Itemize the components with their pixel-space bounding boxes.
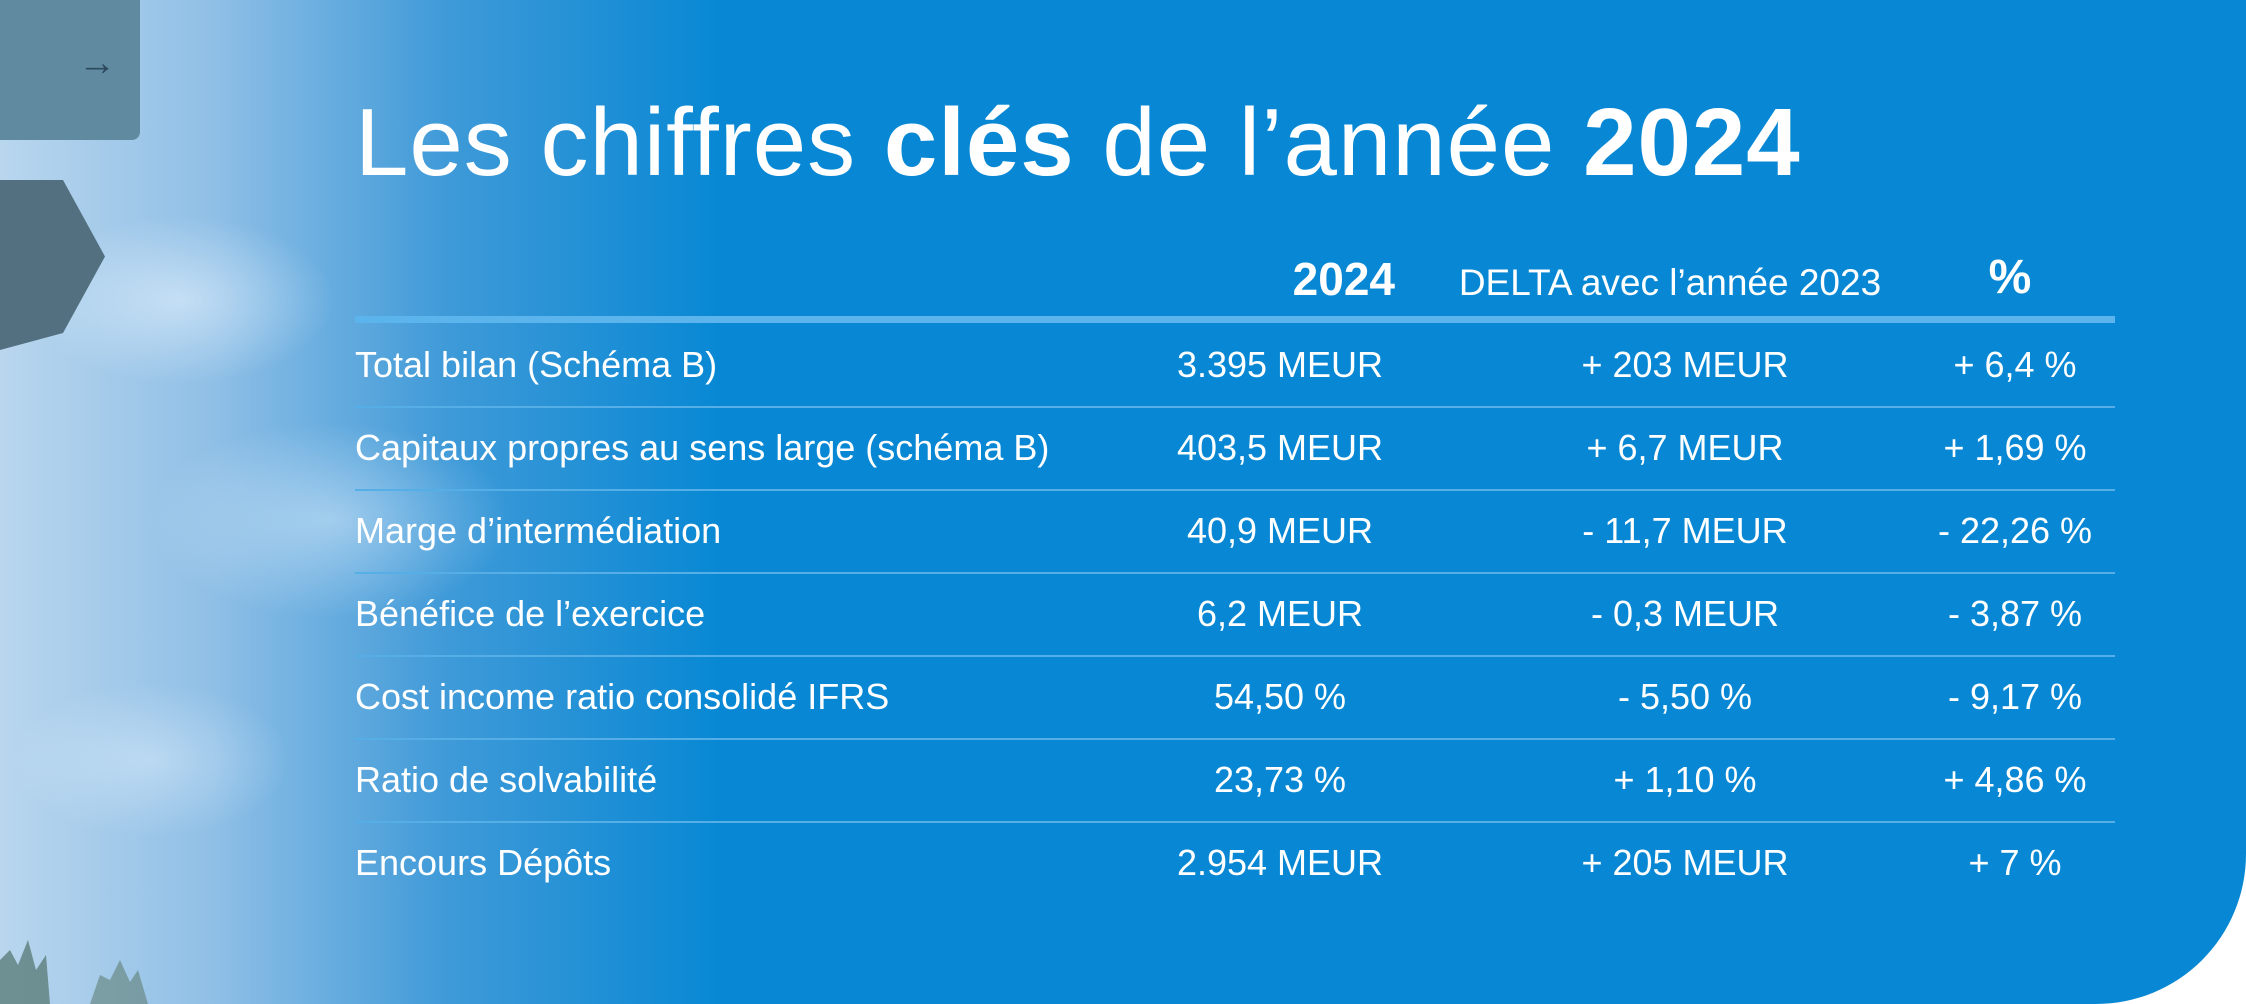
- header-divider: [355, 316, 2115, 323]
- row-percent: + 7 %: [1968, 842, 2062, 883]
- background-photo: →: [0, 0, 720, 1004]
- row-delta: + 205 MEUR: [1581, 842, 1789, 883]
- row-delta: - 11,7 MEUR: [1582, 510, 1788, 551]
- row-delta: - 0,3 MEUR: [1590, 593, 1780, 634]
- row-delta: + 6,7 MEUR: [1586, 427, 1784, 468]
- table-row: Total bilan (Schéma B) 3.395 MEUR + 203 …: [355, 323, 2115, 408]
- column-header-year: 2024: [1292, 253, 1395, 305]
- column-header-percent: %: [1988, 251, 2032, 304]
- row-percent: - 9,17 %: [1947, 676, 2083, 717]
- row-value: 54,50 %: [1213, 676, 1347, 717]
- arrow-right-icon: →: [78, 42, 116, 84]
- street-sign: →: [0, 0, 140, 140]
- row-delta: - 5,50 %: [1617, 676, 1753, 717]
- row-label: Marge d’intermédiation: [355, 510, 722, 551]
- row-label: Encours Dépôts: [355, 842, 612, 883]
- row-label: Total bilan (Schéma B): [355, 344, 718, 385]
- column-header-delta: DELTA avec l’année 2023: [1458, 262, 1882, 303]
- page-title: Les chiffres clés de l’année 2024: [355, 89, 1801, 196]
- row-percent: + 1,69 %: [1943, 427, 2087, 468]
- table-row: Marge d’intermédiation 40,9 MEUR - 11,7 …: [355, 489, 2115, 574]
- row-percent: - 3,87 %: [1947, 593, 2083, 634]
- row-percent: + 4,86 %: [1943, 759, 2087, 800]
- row-value: 23,73 %: [1213, 759, 1347, 800]
- row-label: Ratio de solvabilité: [355, 759, 658, 800]
- table-row: Ratio de solvabilité 23,73 % + 1,10 % + …: [355, 738, 2115, 823]
- row-percent: - 22,26 %: [1937, 510, 2093, 551]
- table-row: Capitaux propres au sens large (schéma B…: [355, 406, 2115, 491]
- row-label: Cost income ratio consolidé IFRS: [355, 676, 890, 717]
- row-value: 2.954 MEUR: [1176, 842, 1384, 883]
- table-row: Cost income ratio consolidé IFRS 54,50 %…: [355, 655, 2115, 740]
- row-delta: + 203 MEUR: [1581, 344, 1789, 385]
- row-delta: + 1,10 %: [1613, 759, 1757, 800]
- tree-silhouette: [0, 940, 148, 1004]
- table-row: Bénéfice de l’exercice 6,2 MEUR - 0,3 ME…: [355, 572, 2115, 657]
- row-label: Bénéfice de l’exercice: [355, 593, 706, 634]
- street-sign-lower: [0, 180, 105, 350]
- row-label: Capitaux propres au sens large (schéma B…: [355, 427, 1050, 468]
- row-value: 6,2 MEUR: [1196, 593, 1364, 634]
- row-percent: + 6,4 %: [1953, 344, 2077, 385]
- row-value: 403,5 MEUR: [1176, 427, 1384, 468]
- table-row: Encours Dépôts 2.954 MEUR + 205 MEUR + 7…: [355, 821, 2115, 904]
- row-value: 3.395 MEUR: [1176, 344, 1384, 385]
- row-value: 40,9 MEUR: [1186, 510, 1374, 551]
